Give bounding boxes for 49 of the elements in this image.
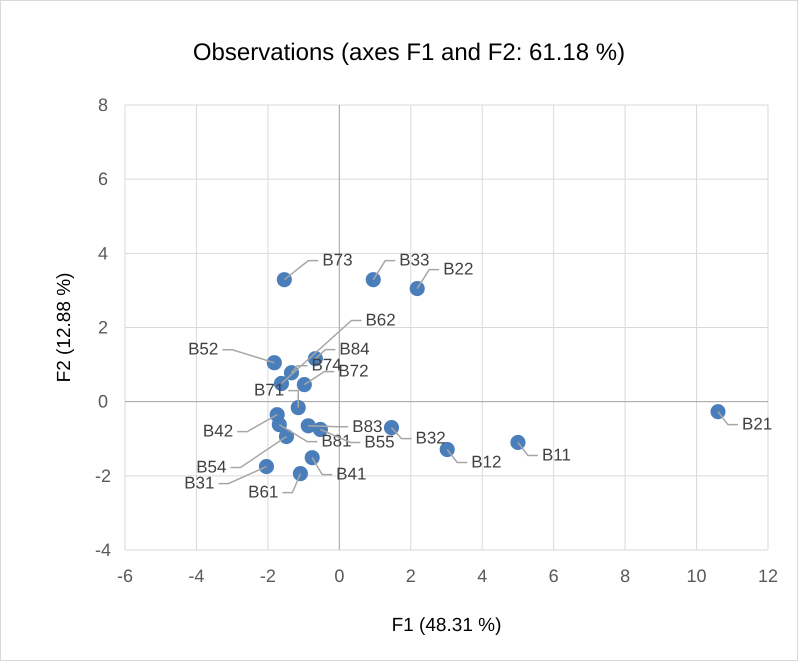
annotation: B72 — [338, 362, 369, 381]
point — [292, 466, 308, 482]
annotation: B21 — [742, 414, 772, 434]
annotation: B11 — [542, 445, 571, 464]
y-tick-label: 6 — [98, 169, 108, 190]
point — [410, 281, 425, 296]
annotation: B71 — [254, 380, 284, 400]
annotation: B73 — [322, 250, 353, 270]
x-tick-label: 4 — [477, 566, 488, 586]
annotation: B52 — [188, 340, 218, 359]
annotation: B81 — [321, 432, 352, 451]
y-tick-label: -2 — [94, 466, 112, 486]
y-tick-label: 4 — [98, 243, 108, 264]
x-tick-label: 10 — [686, 566, 707, 586]
point — [290, 400, 306, 416]
point — [710, 404, 726, 420]
annotation: B61 — [248, 482, 278, 502]
x-tick-label: -6 — [116, 566, 134, 586]
point — [272, 417, 287, 432]
x-tick-label: 12 — [758, 566, 778, 586]
x-axis-title: F1 (48.31 %) — [392, 615, 502, 636]
annotation: B84 — [339, 340, 370, 359]
y-axis-title: F2 (12.88 %) — [54, 272, 75, 382]
annotation: B42 — [202, 422, 234, 441]
x-tick-label: 0 — [334, 566, 344, 586]
annotation: B22 — [443, 260, 474, 279]
x-tick-label: 6 — [548, 566, 559, 586]
x-tick-label: 8 — [620, 566, 630, 586]
chart-title: Observations (axes F1 and F2: 61.18 %) — [192, 39, 626, 66]
point — [296, 377, 312, 392]
y-tick-label: 0 — [98, 392, 108, 412]
point — [304, 450, 320, 466]
annotation: B32 — [415, 428, 446, 448]
y-tick-label: -4 — [94, 540, 112, 560]
point — [276, 272, 292, 288]
x-tick-label: 2 — [406, 566, 416, 586]
x-tick-label: -2 — [260, 566, 276, 586]
x-tick-label: -4 — [188, 566, 204, 586]
point — [266, 355, 282, 370]
point — [258, 459, 274, 474]
point — [510, 434, 526, 450]
y-tick-label: 2 — [98, 318, 108, 338]
point — [366, 272, 381, 288]
annotation: B62 — [365, 310, 396, 330]
annotation: B12 — [471, 452, 502, 472]
annotation: B41 — [336, 464, 366, 484]
y-tick-label: 8 — [98, 95, 108, 115]
annotation: B33 — [399, 250, 430, 270]
point — [384, 420, 400, 436]
